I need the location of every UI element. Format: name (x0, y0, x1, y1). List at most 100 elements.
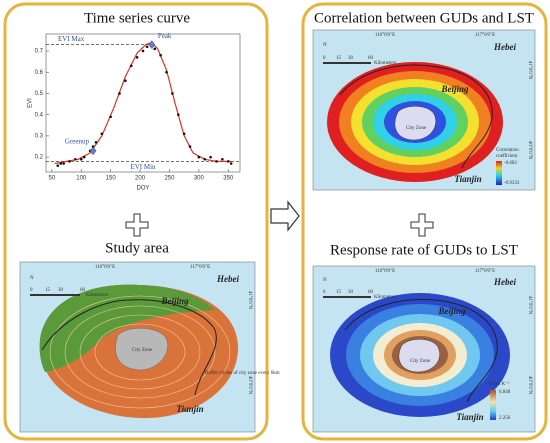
data-point (171, 92, 174, 95)
lon-label: 117°0'0"E (190, 265, 210, 270)
data-point (82, 155, 86, 159)
data-point (153, 47, 157, 51)
y-tick-label: 0.5 (35, 91, 44, 97)
scale-label: 0 (30, 288, 33, 293)
arrow (270, 200, 300, 232)
lat-label: 41°0'0"N (527, 296, 532, 315)
y-tick-label: 0.7 (35, 49, 44, 55)
scale-unit: Kilometers (86, 293, 108, 298)
boundary (339, 64, 493, 169)
panel-title: Response rate of GUDs to LST (330, 242, 518, 258)
lon-label: 116°0'0"E (375, 269, 395, 274)
data-point (209, 155, 212, 159)
data-point (74, 157, 77, 161)
legend-value: 2.256 (499, 416, 511, 421)
place-label: Hebei (216, 274, 239, 284)
reference-label: EVI Max (58, 35, 85, 43)
scale-unit: Kilometers (374, 295, 396, 300)
legend-value: 6.848 (499, 390, 511, 395)
data-point (197, 155, 201, 159)
scale-label: 15 (45, 288, 51, 293)
scale-label: 0 (323, 56, 326, 61)
scale-bar (323, 62, 371, 64)
lat-label: 40°0'0"N (527, 141, 532, 160)
data-point (226, 160, 230, 163)
vegetation (39, 284, 215, 372)
place-label: City Zone (132, 348, 153, 353)
x-tick-label: 200 (135, 176, 146, 182)
legend-title: Correlation (496, 148, 519, 153)
data-point (229, 162, 233, 165)
data-point (68, 160, 71, 163)
panel-title: Correlation between GUDs and LST (314, 10, 534, 26)
data-point (145, 45, 149, 49)
north: N (323, 43, 327, 48)
data-point (129, 64, 133, 68)
plus (410, 213, 434, 237)
scale-label: 30 (348, 56, 354, 61)
data-point (182, 132, 186, 136)
data-point (176, 113, 180, 116)
data-point (215, 160, 218, 163)
city-zone (394, 106, 436, 141)
data-point (188, 145, 192, 148)
city-zone (115, 328, 168, 371)
legend-bar (496, 161, 502, 185)
x-tick-label: 350 (223, 176, 234, 182)
place-label: Beijing (437, 306, 466, 316)
boundary (344, 298, 498, 403)
data-point (100, 132, 104, 136)
correlation-map: Hebei Beijing Tianjin City Zone N 0 15 3… (312, 29, 536, 191)
x-axis-label: DOY (136, 186, 149, 192)
scale-label: 60 (368, 290, 374, 295)
data-point (109, 115, 112, 119)
lat-label: 40°0'0"N (527, 376, 532, 395)
chart: 50 100 150 200 250 300 350 0.2 0.3 0.4 0.5 0.6 0.7 EV… (35, 32, 240, 182)
place-label: Tianjin (454, 174, 481, 184)
y-tick-label: 0.6 (35, 70, 44, 76)
lon-label: 117°0'0"E (475, 33, 495, 38)
marker-label: Peak (158, 32, 172, 40)
place-label: Tianjin (176, 404, 203, 414)
scale-label: 30 (348, 290, 354, 295)
plus (125, 213, 149, 237)
scale-unit: Kilometers (374, 61, 396, 66)
legend-title: coefficient (496, 154, 518, 159)
data-point (141, 49, 145, 53)
x-tick-label: 250 (164, 176, 175, 182)
y-tick-label: 0.2 (35, 155, 44, 161)
legend-title: Days K⁻¹ (490, 381, 510, 387)
data-point (62, 162, 65, 165)
scale-label: 60 (368, 56, 374, 61)
boundary (41, 299, 217, 396)
x-tick-label: 100 (76, 176, 87, 182)
plot-frame (45, 33, 241, 173)
fit-line (54, 41, 232, 165)
data-point (159, 53, 162, 57)
place-label: Hebei (493, 277, 516, 287)
data-point (135, 56, 139, 59)
lon-label: 117°0'0"E (475, 269, 495, 274)
x-tick-label: 300 (194, 176, 205, 182)
north: N (30, 276, 34, 281)
data-point (221, 157, 224, 161)
legend-value: -0.9333 (504, 181, 520, 186)
panel-title: Time series curve (84, 10, 190, 26)
scale-label: 30 (58, 288, 64, 293)
place-label: City Zone (406, 126, 427, 131)
data-point (165, 70, 168, 74)
place-label: Beijing (160, 296, 189, 306)
place-label: City Zone (410, 359, 431, 364)
data-point (56, 164, 60, 167)
x-tick-label: 50 (49, 176, 56, 182)
data-point (124, 79, 127, 83)
data-point (203, 157, 207, 161)
y-axis-label: EVI (28, 98, 34, 108)
lon-label: 116°0'0"E (95, 265, 115, 270)
scale-label: 0 (323, 290, 326, 295)
lat-label: 40°0'0"N (247, 376, 252, 395)
scale-label: 15 (336, 290, 342, 295)
lon-label: 116°0'0"E (375, 33, 395, 38)
legend-label: Buffer circles of city zone every 6km (205, 371, 280, 376)
place-label: Beijing (440, 84, 469, 94)
